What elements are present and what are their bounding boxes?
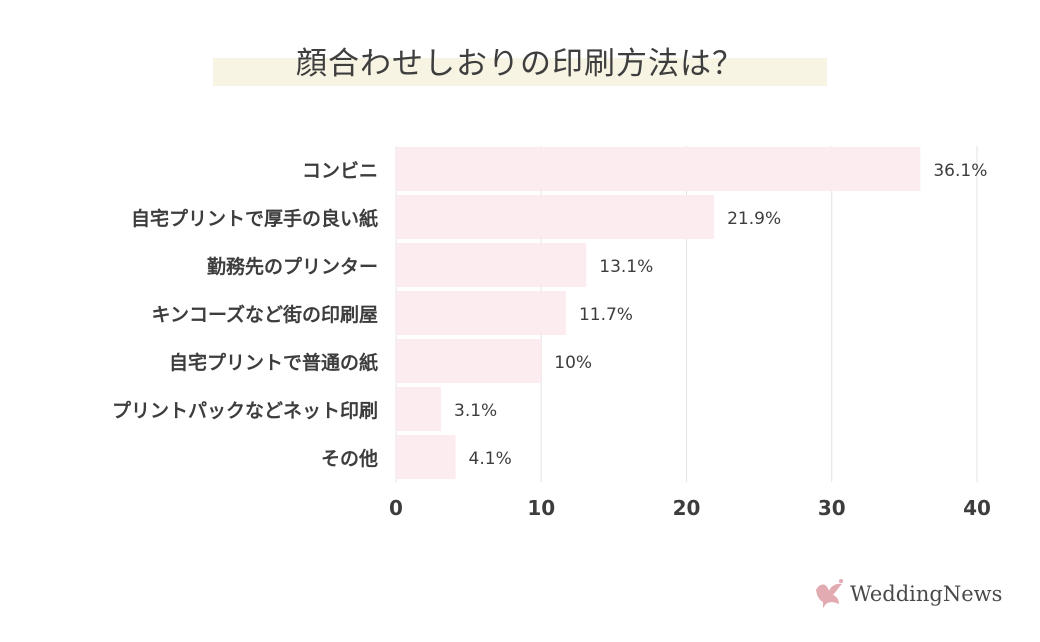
bar bbox=[396, 147, 920, 191]
value-label: 11.7% bbox=[579, 305, 633, 325]
bar bbox=[396, 291, 566, 335]
x-tick-label: 10 bbox=[527, 496, 555, 520]
value-label: 3.1% bbox=[454, 401, 497, 421]
bar bbox=[396, 243, 586, 287]
category-label: 自宅プリントで普通の紙 bbox=[169, 351, 378, 374]
x-tick-label: 0 bbox=[389, 496, 403, 520]
bar bbox=[396, 387, 441, 431]
brand-logo: WeddingNews bbox=[812, 576, 1002, 612]
x-tick-label: 20 bbox=[673, 496, 701, 520]
category-label: その他 bbox=[321, 447, 378, 470]
x-tick-label: 30 bbox=[818, 496, 846, 520]
value-label: 21.9% bbox=[727, 209, 781, 229]
category-label: コンビニ bbox=[302, 160, 378, 182]
category-label: 自宅プリントで厚手の良い紙 bbox=[131, 207, 378, 230]
brand-name: WeddingNews bbox=[850, 582, 1002, 606]
category-label: 勤務先のプリンター bbox=[207, 255, 378, 278]
value-label: 13.1% bbox=[599, 257, 653, 277]
bar-chart: 0 10 20 30 40 コンビニ 36.1% 自宅プリントで厚手の良い紙 21.9% 勤務先の… bbox=[0, 0, 1040, 560]
bar bbox=[396, 435, 456, 479]
bar bbox=[396, 339, 541, 383]
dove-icon bbox=[812, 577, 846, 611]
x-tick-label: 40 bbox=[963, 496, 991, 520]
category-label: プリントパックなどネット印刷 bbox=[112, 399, 378, 422]
value-label: 4.1% bbox=[469, 449, 512, 469]
bar bbox=[396, 195, 714, 239]
value-label: 36.1% bbox=[933, 161, 987, 181]
category-label: キンコーズなど街の印刷屋 bbox=[152, 303, 378, 326]
value-label: 10% bbox=[554, 353, 592, 373]
